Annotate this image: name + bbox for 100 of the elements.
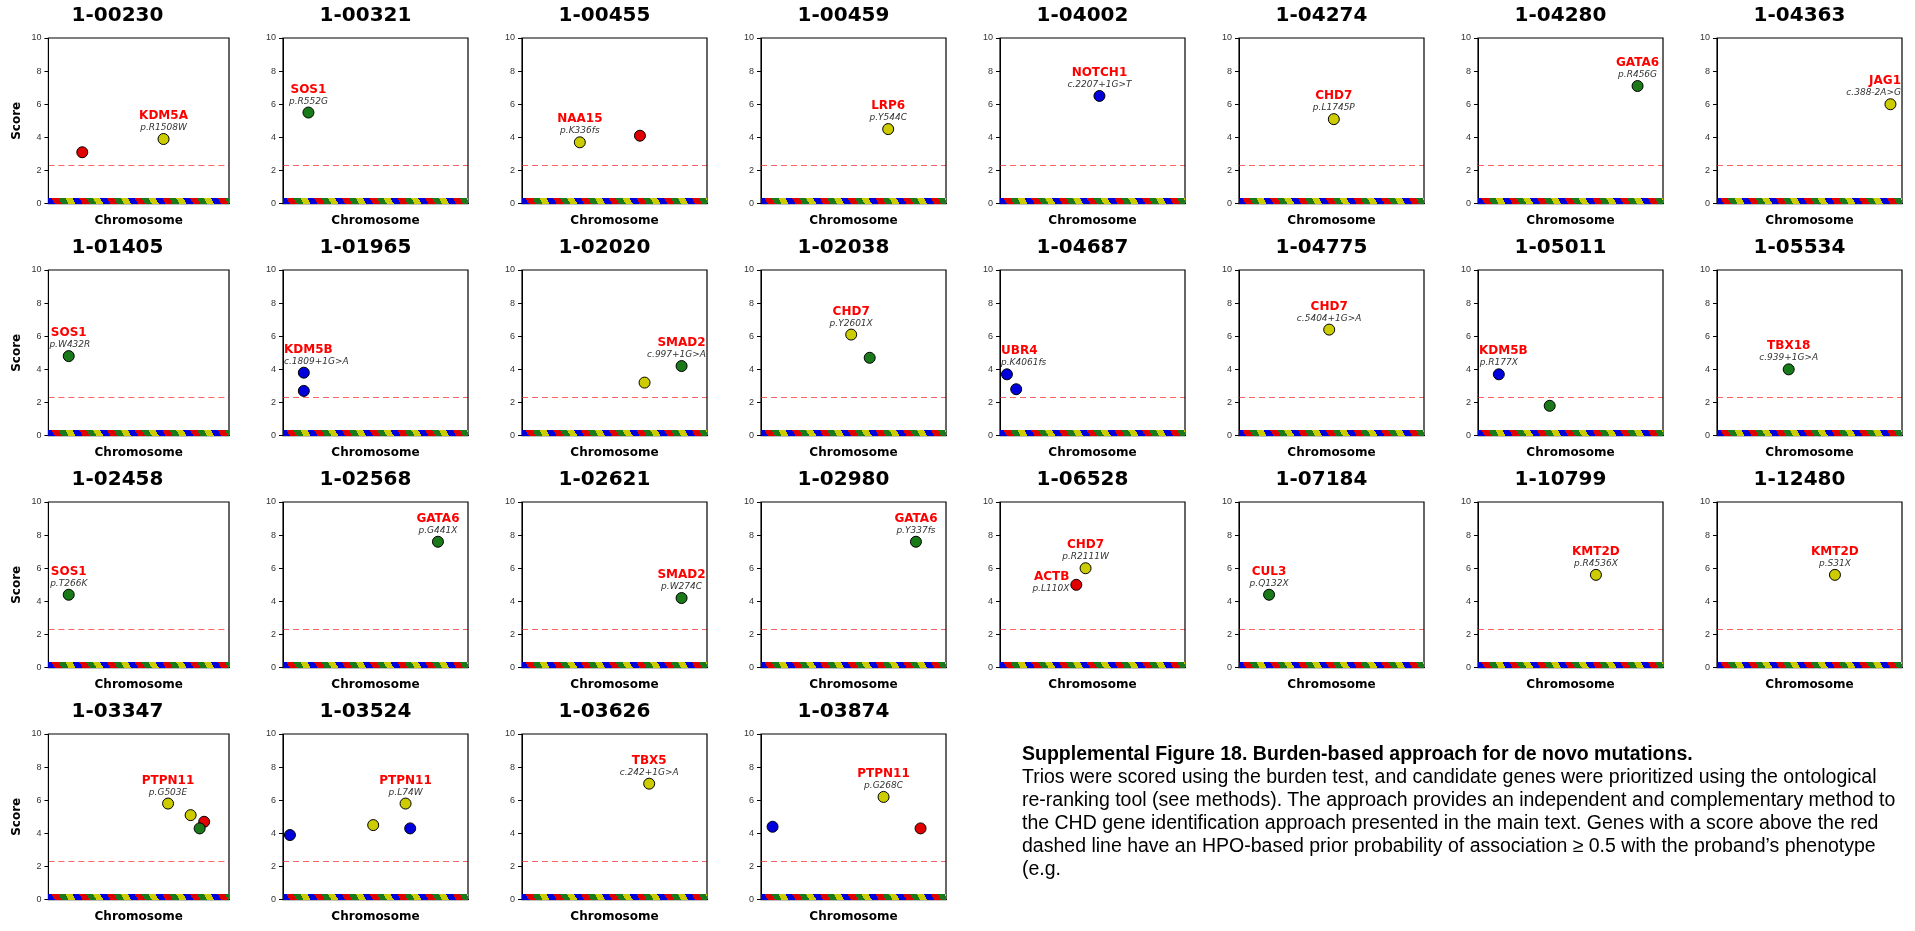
- y-tick-label: 8: [1705, 529, 1711, 540]
- x-axis-title: Chromosome: [1765, 676, 1854, 691]
- data-label: c.5404+1G>A: [1296, 312, 1362, 323]
- y-tick-label: 10: [266, 496, 277, 507]
- chart-title: 1-02020: [558, 234, 651, 259]
- x-axis-title: Chromosome: [94, 212, 183, 227]
- series-label: KMT2D: [1572, 543, 1620, 558]
- point: [193, 822, 206, 835]
- y-tick-label: 2: [510, 164, 516, 175]
- chart-title: 1-03874: [797, 698, 890, 723]
- chart-title: 1-04687: [1036, 234, 1129, 259]
- y-tick-label: 4: [36, 595, 42, 606]
- y-tick-label: 8: [988, 65, 994, 76]
- y-tick-label: 8: [988, 529, 994, 540]
- x-axis-title: Chromosome: [1765, 444, 1854, 459]
- y-tick-label: 0: [36, 198, 42, 209]
- y-tick-label: 8: [510, 529, 516, 540]
- y-tick-label: 2: [1705, 628, 1711, 639]
- y-tick-label: 2: [510, 860, 516, 871]
- y-tick-label: 2: [271, 396, 277, 407]
- data-label: p.R4536X: [1572, 557, 1619, 568]
- point: [404, 822, 417, 835]
- y-tick-label: 8: [271, 297, 277, 308]
- y-tick-label: 8: [271, 65, 277, 76]
- y-tick-label: 0: [1466, 662, 1472, 673]
- y-tick-label: 2: [510, 628, 516, 639]
- y-tick-label: 2: [988, 164, 994, 175]
- chart-title: 1-00230: [71, 2, 164, 27]
- y-tick-label: 8: [749, 529, 755, 540]
- y-tick-label: 4: [510, 131, 516, 142]
- y-tick-label: 6: [271, 562, 277, 573]
- y-tick-label: 4: [1466, 363, 1472, 374]
- y-tick-label: 0: [1466, 430, 1472, 441]
- y-tick-label: 2: [36, 164, 42, 175]
- y-tick-label: 0: [1227, 662, 1233, 673]
- y-tick-label: 4: [1227, 363, 1233, 374]
- data-label: p.Q132X: [1248, 577, 1290, 588]
- y-tick-label: 0: [749, 430, 755, 441]
- y-tick-label: 2: [510, 396, 516, 407]
- text: Supplemental Figure 18. Burden-based approach for de novo mutations.: [1022, 742, 1694, 765]
- y-tick-label: 4: [1227, 131, 1233, 142]
- y-tick-label: 4: [1705, 595, 1711, 606]
- series-label: SMAD2: [657, 567, 706, 582]
- y-tick-label: 2: [36, 628, 42, 639]
- x-axis-title: Chromosome: [1526, 212, 1615, 227]
- data-label: c.997+1G>A: [647, 349, 707, 360]
- y-tick-label: 0: [1227, 430, 1233, 441]
- y-tick-label: 8: [1227, 529, 1233, 540]
- y-tick-label: 0: [1227, 198, 1233, 209]
- chart-title: 1-03524: [319, 698, 412, 723]
- series-label: PTPN11: [141, 772, 195, 787]
- chart-title: 1-00455: [558, 2, 651, 27]
- y-tick-label: 4: [1466, 131, 1472, 142]
- y-tick-label: 2: [749, 396, 755, 407]
- y-tick-label: 8: [510, 65, 516, 76]
- chart-title: 1-07184: [1275, 466, 1368, 491]
- y-tick-label: 10: [744, 32, 755, 43]
- data-label: p.Y544C: [868, 112, 908, 123]
- series-label: GATA6: [416, 510, 460, 525]
- series-label: GATA6: [894, 510, 938, 525]
- y-tick-label: 4: [510, 827, 516, 838]
- y-tick-label: 4: [749, 363, 755, 374]
- series-label: UBR4: [1001, 343, 1038, 358]
- data-label: p.R2111W: [1061, 551, 1110, 562]
- x-axis-title: Chromosome: [809, 212, 898, 227]
- data-label: c.939+1G>A: [1759, 352, 1819, 363]
- point: [877, 790, 890, 803]
- y-tick-label: 2: [1227, 628, 1233, 639]
- y-axis-title: Score: [9, 565, 24, 604]
- y-tick-label: 10: [505, 264, 516, 275]
- y-tick-label: 6: [988, 98, 994, 109]
- x-axis-title: Chromosome: [94, 444, 183, 459]
- y-tick-label: 0: [1705, 430, 1711, 441]
- chart-title: 1-04775: [1275, 234, 1368, 259]
- y-tick-label: 0: [988, 198, 994, 209]
- y-tick-label: 10: [983, 32, 994, 43]
- y-tick-label: 4: [1705, 363, 1711, 374]
- chart-title: 1-04274: [1275, 2, 1368, 27]
- y-tick-label: 2: [36, 860, 42, 871]
- y-tick-label: 6: [749, 794, 755, 805]
- series-label: CHD7: [1310, 298, 1348, 313]
- point: [184, 809, 197, 822]
- y-tick-label: 2: [1466, 396, 1472, 407]
- y-tick-label: 10: [983, 496, 994, 507]
- x-axis-title: Chromosome: [331, 676, 420, 691]
- y-tick-label: 2: [988, 396, 994, 407]
- data-label: c.1809+1G>A: [284, 355, 349, 366]
- y-tick-label: 2: [271, 628, 277, 639]
- x-axis-title: Chromosome: [1765, 212, 1854, 227]
- chart-title: 1-04002: [1036, 2, 1129, 27]
- series-label: SOS1: [50, 563, 87, 578]
- data-label: p.S31X: [1817, 557, 1852, 568]
- y-tick-label: 4: [749, 595, 755, 606]
- chart-title: 1-12480: [1753, 466, 1846, 491]
- y-tick-label: 4: [36, 363, 42, 374]
- data-label: p.W432R: [48, 339, 91, 350]
- x-axis-title: Chromosome: [1287, 212, 1376, 227]
- y-tick-label: 0: [1705, 198, 1711, 209]
- y-tick-label: 0: [271, 894, 277, 905]
- y-tick-label: 8: [510, 297, 516, 308]
